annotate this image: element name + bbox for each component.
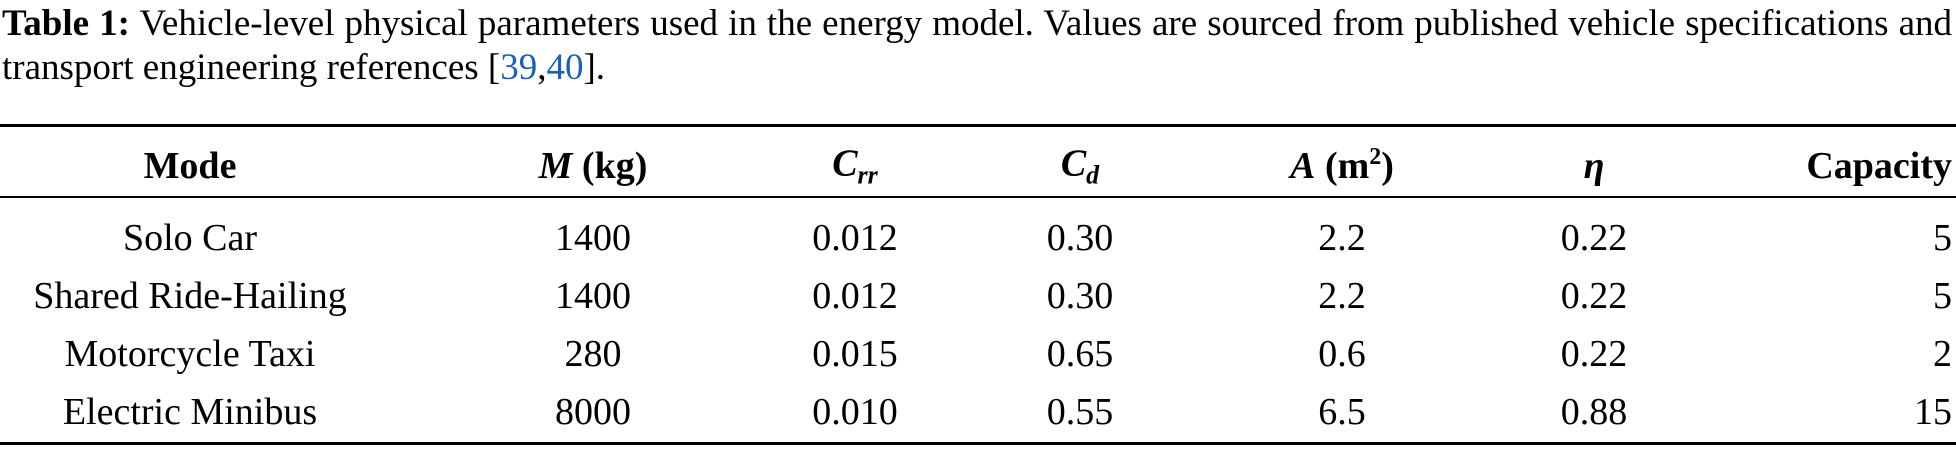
header-text: η <box>1583 145 1605 187</box>
value-cell: 1400 <box>555 275 631 317</box>
value-cell: 0.22 <box>1560 217 1628 259</box>
header-cell: Mode <box>144 144 237 188</box>
header-cell: Cd <box>1061 142 1099 191</box>
value-cell: 0.55 <box>1046 391 1114 433</box>
header-text: M <box>538 145 573 187</box>
caption-text: ]. <box>583 47 606 88</box>
value-cell: 0.30 <box>1046 275 1114 317</box>
mode-cell: Electric Minibus <box>62 391 318 433</box>
header-text: C <box>832 142 858 185</box>
header-cell: Crr <box>832 142 878 191</box>
value-cell: 0.65 <box>1046 333 1114 375</box>
mode-cell: Solo Car <box>122 217 258 259</box>
value-cell: 0.6 <box>1318 333 1366 375</box>
caption-label: Table 1: <box>2 3 130 44</box>
value-cell: 5 <box>1933 217 1952 259</box>
value-cell: 5 <box>1933 275 1952 317</box>
header-text: 2 <box>1369 144 1382 170</box>
value-cell: 280 <box>564 333 622 375</box>
reference-link[interactable]: 40 <box>546 47 584 88</box>
header-text: Capacity <box>1806 145 1952 187</box>
mode-cell: Motorcycle Taxi <box>64 333 316 375</box>
bottom-rule <box>0 442 1956 445</box>
header-text: (m <box>1315 145 1370 187</box>
header-text: (kg) <box>572 145 648 187</box>
value-cell: 0.015 <box>812 333 898 375</box>
header-text: rr <box>857 160 878 190</box>
mode-cell: Shared Ride-Hailing <box>33 275 347 317</box>
value-cell: 0.22 <box>1560 333 1628 375</box>
header-cell: η <box>1584 144 1605 188</box>
value-cell: 2.2 <box>1318 217 1366 259</box>
header-cell: Capacity <box>1806 144 1952 188</box>
value-cell: 0.88 <box>1560 391 1628 433</box>
header-text: C <box>1060 142 1087 185</box>
header-text: A <box>1290 145 1316 187</box>
header-rule <box>0 196 1956 198</box>
header-text: ) <box>1381 145 1394 187</box>
header-text: Mode <box>143 145 237 187</box>
value-cell: 2.2 <box>1318 275 1366 317</box>
value-cell: 15 <box>1914 391 1952 433</box>
value-cell: 8000 <box>555 391 631 433</box>
header-cell: A (m2) <box>1290 144 1394 188</box>
header-text: d <box>1086 160 1100 190</box>
value-cell: 0.30 <box>1046 217 1114 259</box>
header-cell: M (kg) <box>539 144 648 188</box>
caption-text: Vehicle-level physical parameters used i… <box>2 3 1952 88</box>
table-caption: Table 1: Vehicle-level physical paramete… <box>2 2 1952 90</box>
value-cell: 0.012 <box>812 217 898 259</box>
reference-link[interactable]: 39 <box>500 47 538 88</box>
top-rule <box>0 124 1956 127</box>
value-cell: 2 <box>1933 333 1952 375</box>
caption-text: , <box>537 47 547 88</box>
value-cell: 0.012 <box>812 275 898 317</box>
value-cell: 0.010 <box>812 391 898 433</box>
value-cell: 0.22 <box>1560 275 1628 317</box>
value-cell: 6.5 <box>1318 391 1366 433</box>
value-cell: 1400 <box>555 217 631 259</box>
